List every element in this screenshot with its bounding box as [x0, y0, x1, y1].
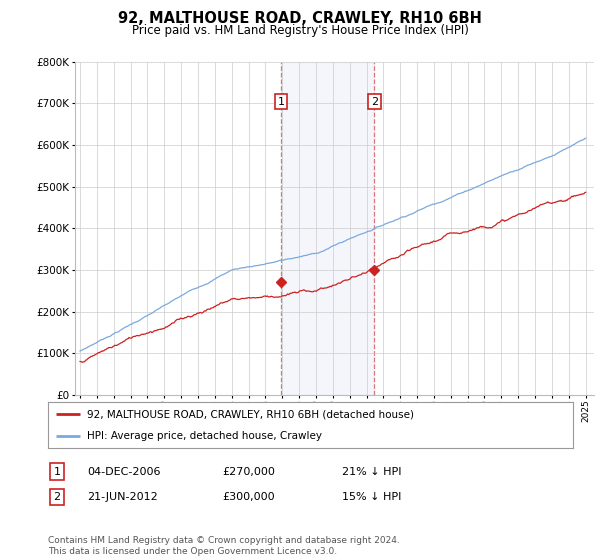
Text: £300,000: £300,000 — [222, 492, 275, 502]
Bar — [281, 62, 374, 395]
Text: 21-JUN-2012: 21-JUN-2012 — [87, 492, 158, 502]
Text: Price paid vs. HM Land Registry's House Price Index (HPI): Price paid vs. HM Land Registry's House … — [131, 24, 469, 36]
Text: 92, MALTHOUSE ROAD, CRAWLEY, RH10 6BH (detached house): 92, MALTHOUSE ROAD, CRAWLEY, RH10 6BH (d… — [88, 409, 415, 419]
Text: 21% ↓ HPI: 21% ↓ HPI — [342, 466, 401, 477]
Text: 2: 2 — [371, 96, 378, 106]
Text: 92, MALTHOUSE ROAD, CRAWLEY, RH10 6BH: 92, MALTHOUSE ROAD, CRAWLEY, RH10 6BH — [118, 11, 482, 26]
Text: HPI: Average price, detached house, Crawley: HPI: Average price, detached house, Craw… — [88, 431, 322, 441]
Text: 1: 1 — [53, 466, 61, 477]
Text: 15% ↓ HPI: 15% ↓ HPI — [342, 492, 401, 502]
Text: 1: 1 — [277, 96, 284, 106]
Text: Contains HM Land Registry data © Crown copyright and database right 2024.
This d: Contains HM Land Registry data © Crown c… — [48, 536, 400, 556]
Text: 04-DEC-2006: 04-DEC-2006 — [87, 466, 161, 477]
Text: £270,000: £270,000 — [222, 466, 275, 477]
Text: 2: 2 — [53, 492, 61, 502]
